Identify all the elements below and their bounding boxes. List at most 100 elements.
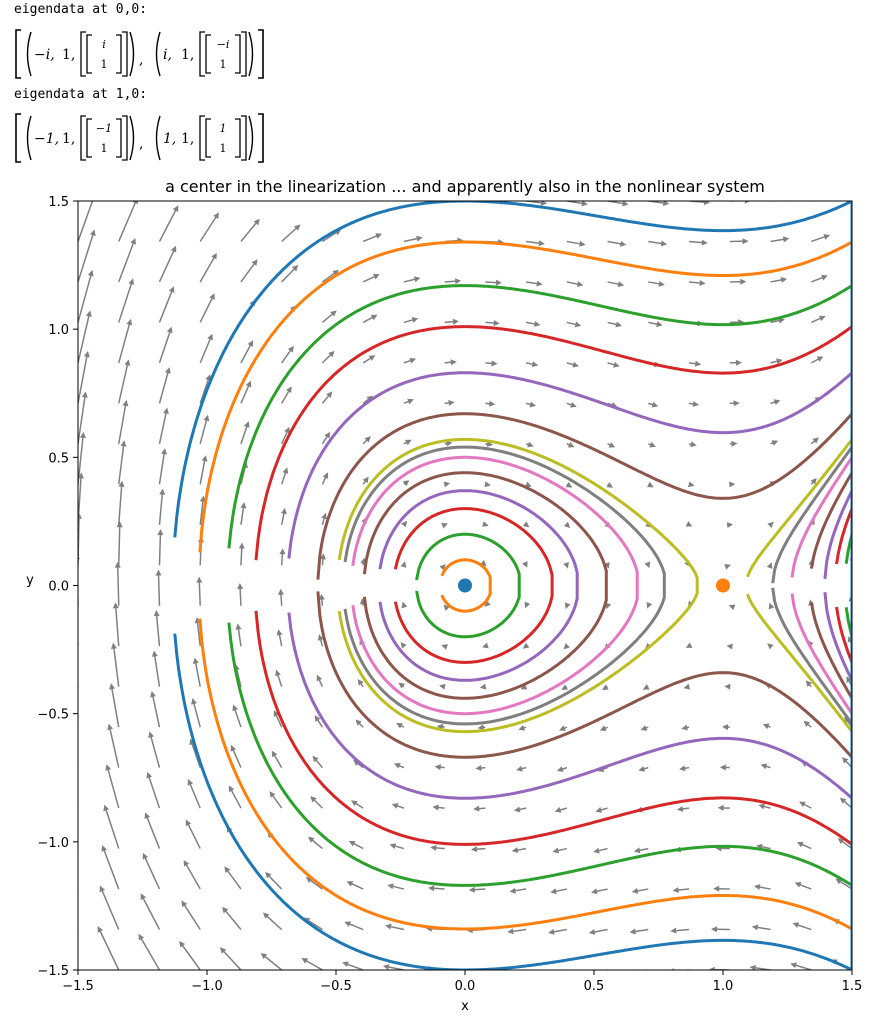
quiver-arrow-head — [579, 240, 586, 247]
quiver-arrow-head — [649, 441, 657, 448]
quiver-arrow-head — [138, 933, 145, 941]
quiver-arrow-shaft — [306, 918, 323, 931]
quiver-arrow-head — [287, 345, 294, 353]
quiver-arrow-head — [448, 399, 455, 406]
quiver-arrow-head — [581, 201, 588, 207]
quiver-arrow-head — [326, 391, 333, 398]
quiver-arrow-shaft — [114, 605, 120, 647]
quiver-arrow-shaft — [118, 201, 137, 242]
quiver-arrow-head — [606, 482, 614, 488]
quiver-arrow-shaft — [78, 232, 95, 283]
quiver-arrow-head — [58, 877, 64, 884]
quiver-arrow-head — [839, 797, 847, 804]
quiver-arrow-head — [187, 778, 194, 786]
quiver-arrow-shaft — [145, 815, 161, 849]
y-tick-label: 0.5 — [48, 451, 69, 466]
quiver-arrow-head — [647, 481, 654, 488]
quiver-arrow-head — [83, 350, 90, 358]
quiver-arrow-shaft — [199, 458, 206, 485]
quiver-arrow-shaft — [158, 451, 166, 485]
quiver-arrow-head — [455, 278, 462, 285]
quiver-arrow-head — [321, 512, 328, 520]
quiver-arrow-shaft — [673, 928, 690, 932]
quiver-arrow-head — [370, 314, 378, 321]
quiver-arrow-shaft — [100, 888, 120, 930]
y-axis-ticks: −1.5 −1.0 −0.5 0.0 0.5 1.0 1.5 — [37, 195, 78, 979]
quiver-arrow-shaft — [186, 822, 201, 849]
y-tick-label: 0.0 — [48, 580, 69, 595]
quiver-arrow-head — [393, 763, 401, 769]
quiver-arrow-head — [477, 724, 484, 731]
quiver-arrow-shaft — [321, 271, 337, 283]
eig00-paren-left-1 — [155, 31, 161, 77]
quiver-arrow-head — [518, 724, 526, 731]
quiver-arrow-head — [760, 763, 768, 770]
quiver-arrow-head — [368, 355, 376, 361]
quiver-arrow-head — [62, 796, 68, 803]
quiver-arrow-head — [157, 529, 164, 536]
y-tick-label: 1.5 — [48, 195, 69, 210]
quiver-arrow-shaft — [304, 959, 323, 970]
eig10-vec-bracket-outer-left-1 — [199, 115, 205, 161]
quiver-arrow-shaft — [158, 370, 170, 404]
quiver-arrow-shaft — [78, 804, 79, 809]
eig00-paren-right-0 — [129, 31, 135, 77]
quiver-arrow-head — [534, 320, 541, 327]
quiver-arrow-head — [561, 684, 569, 691]
quiver-arrow-shaft — [688, 240, 705, 244]
quiver-arrow-head — [409, 357, 417, 364]
quiver-arrow-head — [109, 683, 115, 690]
quiver-arrow-head — [439, 683, 446, 690]
quiver-arrow-head — [344, 921, 352, 927]
quiver-arrow-head — [821, 274, 828, 281]
quiver-arrow-shaft — [308, 878, 323, 890]
quiver-arrow-shaft — [184, 862, 201, 890]
eig10-vec-bracket-outer-right-0 — [122, 115, 128, 161]
quiver-arrow-shaft — [229, 788, 242, 809]
quiver-arrow-head — [114, 561, 121, 568]
quiver-arrow-head — [489, 400, 496, 407]
eig00-multiplicity-0: 1, — [62, 47, 75, 63]
quiver-arrow-shaft — [112, 646, 120, 687]
quiver-arrow-head — [265, 872, 272, 879]
eig00-vec-bracket-inner-left-1 — [205, 34, 211, 74]
quiver-arrow-head — [400, 642, 407, 649]
level-curve-path — [227, 284, 852, 887]
quiver-arrow-head — [713, 885, 720, 892]
level-curve-path — [351, 455, 639, 716]
level-curve-path — [173, 201, 852, 970]
quiver-arrow-head — [511, 847, 519, 854]
quiver-arrow-shaft — [98, 928, 120, 970]
quiver-arrow-head — [228, 785, 235, 793]
quiver-arrow-head — [564, 602, 571, 610]
quiver-arrow-shaft — [104, 807, 120, 849]
quiver-arrow-head — [170, 245, 177, 253]
quiver-arrow-shaft — [78, 201, 79, 202]
quiver-arrow-shaft — [199, 377, 210, 404]
quiver-arrow-head — [148, 731, 155, 738]
eig10-outer-bracket-left — [15, 113, 21, 163]
quiver-arrow-head — [729, 481, 736, 488]
quiver-arrow-head — [179, 940, 186, 948]
quiver-arrow-shaft — [281, 429, 289, 445]
level-curve-path — [254, 325, 852, 846]
quiver-arrow-shaft — [838, 879, 852, 890]
x-tick-label: −1.0 — [191, 979, 223, 994]
quiver-arrow-head — [776, 358, 783, 365]
quiver-arrow-head — [719, 764, 726, 771]
quiver-arrow-head — [450, 359, 457, 366]
quiver-arrow-head — [279, 548, 286, 555]
quiver-arrow-head — [527, 441, 534, 448]
quiver-arrow-head — [168, 286, 175, 293]
quiver-arrow-head — [613, 361, 620, 368]
eig00-vector-bottom-1: 1 — [220, 58, 227, 71]
quiver-arrow-shaft — [118, 201, 120, 202]
y-tick-label: −0.5 — [37, 708, 69, 723]
quiver-arrow-head — [701, 239, 708, 246]
quiver-arrow-head — [209, 293, 215, 301]
quiver-arrow-shaft — [281, 226, 299, 243]
quiver-arrow-head — [441, 644, 448, 650]
quiver-arrow-shaft — [158, 329, 172, 364]
quiver-arrow-head — [522, 561, 528, 568]
level-curve-path — [343, 445, 666, 726]
